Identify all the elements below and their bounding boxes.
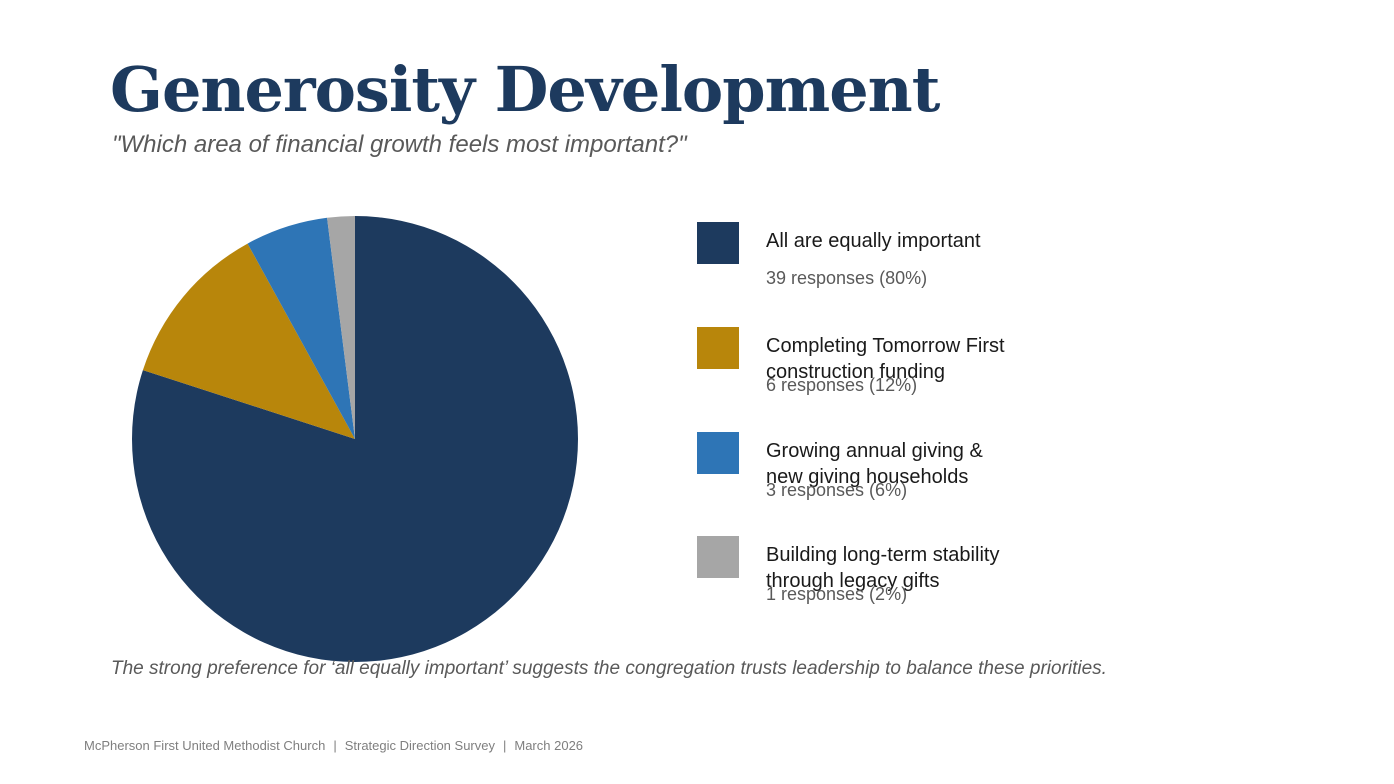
- footer-separator: |: [502, 738, 507, 753]
- legend-detail: 1 responses (2%): [766, 584, 908, 604]
- legend-swatch: [697, 327, 739, 369]
- pie-slice-3: [247, 217, 355, 439]
- legend-label: Building long-term stability through lega…: [766, 542, 1066, 594]
- slide-subtitle: "Which area of financial growth feels mo…: [112, 131, 687, 158]
- footer: McPherson First United Methodist Church |…: [84, 736, 583, 756]
- legend-label-line: Growing annual giving &: [766, 440, 983, 462]
- legend-detail: 39 responses (80%): [766, 268, 928, 288]
- legend-item-3: Growing annual giving & new giving househ…: [697, 432, 1337, 532]
- legend-label: Growing annual giving & new giving househ…: [766, 438, 1066, 490]
- legend-label-line: through legacy gifts: [766, 570, 940, 592]
- legend-detail: 6 responses (12%): [766, 375, 918, 395]
- legend-label: All are equally important: [766, 228, 1066, 254]
- pie-chart: [132, 216, 578, 662]
- legend-label-line: construction funding: [766, 361, 946, 383]
- slide-title: Generosity Development: [110, 53, 940, 126]
- legend-swatch: [697, 536, 739, 578]
- legend-label-line: Completing Tomorrow First: [766, 335, 1005, 357]
- legend-swatch: [697, 222, 739, 264]
- legend-label-line: Building long-term stability: [766, 544, 1000, 566]
- legend-detail: 3 responses (6%): [766, 480, 908, 500]
- footer-date: March 2026: [514, 738, 584, 753]
- legend-label-line: All are equally important: [766, 230, 981, 252]
- legend-label-line: new giving households: [766, 466, 969, 488]
- legend-label: Completing Tomorrow First construction fu…: [766, 333, 1066, 385]
- legend-swatch: [697, 432, 739, 474]
- footer-separator: |: [333, 738, 337, 753]
- pie-slice-4: [327, 216, 355, 439]
- pie-slice-2: [142, 243, 355, 439]
- legend-item-4: Building long-term stability through lega…: [697, 536, 1337, 636]
- footer-survey: Strategic Direction Survey: [344, 738, 495, 753]
- takeaway-text: The strong preference for ‘all equally i…: [111, 658, 1107, 679]
- legend-item-2: Completing Tomorrow First construction fu…: [697, 327, 1337, 427]
- footer-organization: McPherson First United Methodist Church: [84, 738, 326, 753]
- legend-item-1: All are equally important 39 responses (8…: [697, 222, 1337, 322]
